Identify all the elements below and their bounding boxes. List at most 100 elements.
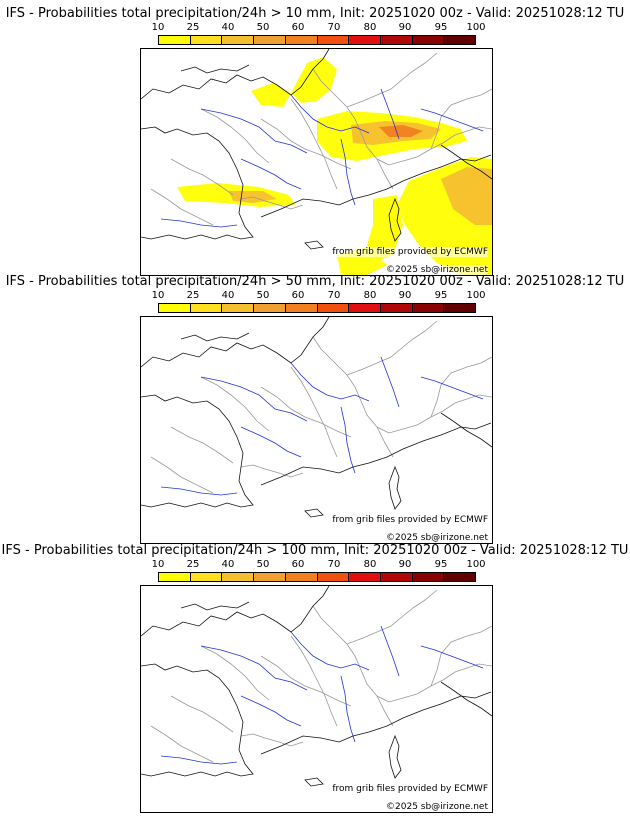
admin-border (240, 733, 304, 747)
scale-tick-label: 80 (363, 290, 377, 301)
scale-tick-label: 95 (434, 22, 448, 33)
scale-tick-label: 90 (398, 290, 412, 301)
scale-tick-label: 25 (186, 22, 200, 33)
coastline (141, 663, 254, 777)
scale-tick-label: 100 (466, 22, 486, 33)
scale-bar (158, 303, 476, 313)
river (420, 376, 484, 400)
scale-segment (159, 36, 191, 44)
coastline (440, 412, 492, 448)
scale-tick-label: 60 (291, 22, 305, 33)
scale-tick-label: 80 (363, 559, 377, 570)
map-10mm: from grib files provided by ECMWF ©2025 … (140, 48, 493, 276)
river (380, 625, 400, 677)
scale-tick-label: 100 (466, 559, 486, 570)
scale-ticks: 10 25 40 50 60 70 80 90 95 100 (152, 290, 486, 302)
scale-tick-label: 70 (327, 559, 341, 570)
admin-border (150, 456, 214, 494)
color-scale: 10 25 40 50 60 70 80 90 95 100 (152, 559, 486, 589)
admin-border (430, 356, 492, 418)
scale-segment (444, 573, 476, 581)
scale-tick-label: 40 (221, 290, 235, 301)
copyright-credit: ©2025 sb@irizone.net (386, 802, 488, 812)
river (340, 138, 356, 206)
scale-tick-label: 70 (327, 22, 341, 33)
coastline (260, 691, 492, 755)
admin-border (346, 52, 438, 108)
scale-segment (444, 304, 476, 312)
scale-tick-label: 90 (398, 559, 412, 570)
river (160, 218, 238, 228)
scale-segment (412, 36, 445, 44)
river (160, 486, 238, 496)
admin-border (200, 645, 270, 701)
river (420, 108, 484, 132)
scale-segment (317, 573, 350, 581)
precip-area (367, 195, 403, 261)
scale-segment (190, 573, 223, 581)
scale-segment (380, 36, 413, 44)
coastline (440, 681, 492, 717)
admin-border (290, 635, 338, 727)
admin-border (240, 196, 304, 210)
precip-area (291, 57, 337, 103)
scale-tick-label: 60 (291, 290, 305, 301)
river (200, 645, 308, 691)
coastline (141, 126, 254, 240)
panel-title: IFS - Probabilities total precipitation/… (5, 274, 625, 289)
map-100mm: from grib files provided by ECMWF ©2025 … (140, 585, 493, 813)
precip-area (441, 167, 492, 225)
scale-tick-label: 60 (291, 559, 305, 570)
scale-segment (222, 573, 255, 581)
admin-border (290, 98, 338, 190)
scale-tick-label: 100 (466, 290, 486, 301)
scale-segment (159, 304, 191, 312)
coastline (141, 586, 330, 637)
river (240, 158, 302, 190)
admin-border (260, 118, 352, 170)
scale-segment (380, 304, 413, 312)
coastline (180, 64, 250, 74)
coastline (388, 465, 402, 510)
scale-segment (254, 304, 286, 312)
coastline (304, 508, 324, 518)
admin-border (312, 605, 418, 703)
scale-tick-label: 95 (434, 559, 448, 570)
river (380, 356, 400, 408)
scale-segment (285, 304, 318, 312)
coastline (304, 777, 324, 787)
admin-border (200, 376, 270, 432)
scale-bar (158, 35, 476, 45)
admin-border (170, 158, 234, 196)
coastline (388, 734, 402, 779)
coastline (180, 332, 250, 342)
river (290, 94, 370, 134)
scale-segment (380, 573, 413, 581)
admin-border (170, 695, 234, 733)
coastline (141, 394, 254, 508)
scale-segment (159, 573, 191, 581)
scale-tick-label: 10 (151, 290, 165, 301)
scale-segment (254, 36, 286, 44)
admin-border (346, 589, 438, 645)
river (240, 426, 302, 458)
scale-segment (412, 304, 445, 312)
map-canvas (141, 317, 492, 518)
coastline (180, 601, 250, 611)
scale-segment (349, 573, 381, 581)
scale-segment (222, 36, 255, 44)
admin-border (430, 88, 492, 150)
scale-tick-label: 50 (256, 22, 270, 33)
scale-segment (444, 36, 476, 44)
scale-tick-label: 70 (327, 290, 341, 301)
scale-tick-label: 80 (363, 22, 377, 33)
river (290, 362, 370, 402)
scale-segment (285, 573, 318, 581)
source-credit: from grib files provided by ECMWF (332, 515, 488, 525)
scale-segment (317, 304, 350, 312)
coastline (304, 240, 324, 250)
river (200, 376, 308, 422)
source-credit: from grib files provided by ECMWF (332, 784, 488, 794)
scale-tick-label: 40 (221, 559, 235, 570)
copyright-credit: ©2025 sb@irizone.net (386, 533, 488, 543)
